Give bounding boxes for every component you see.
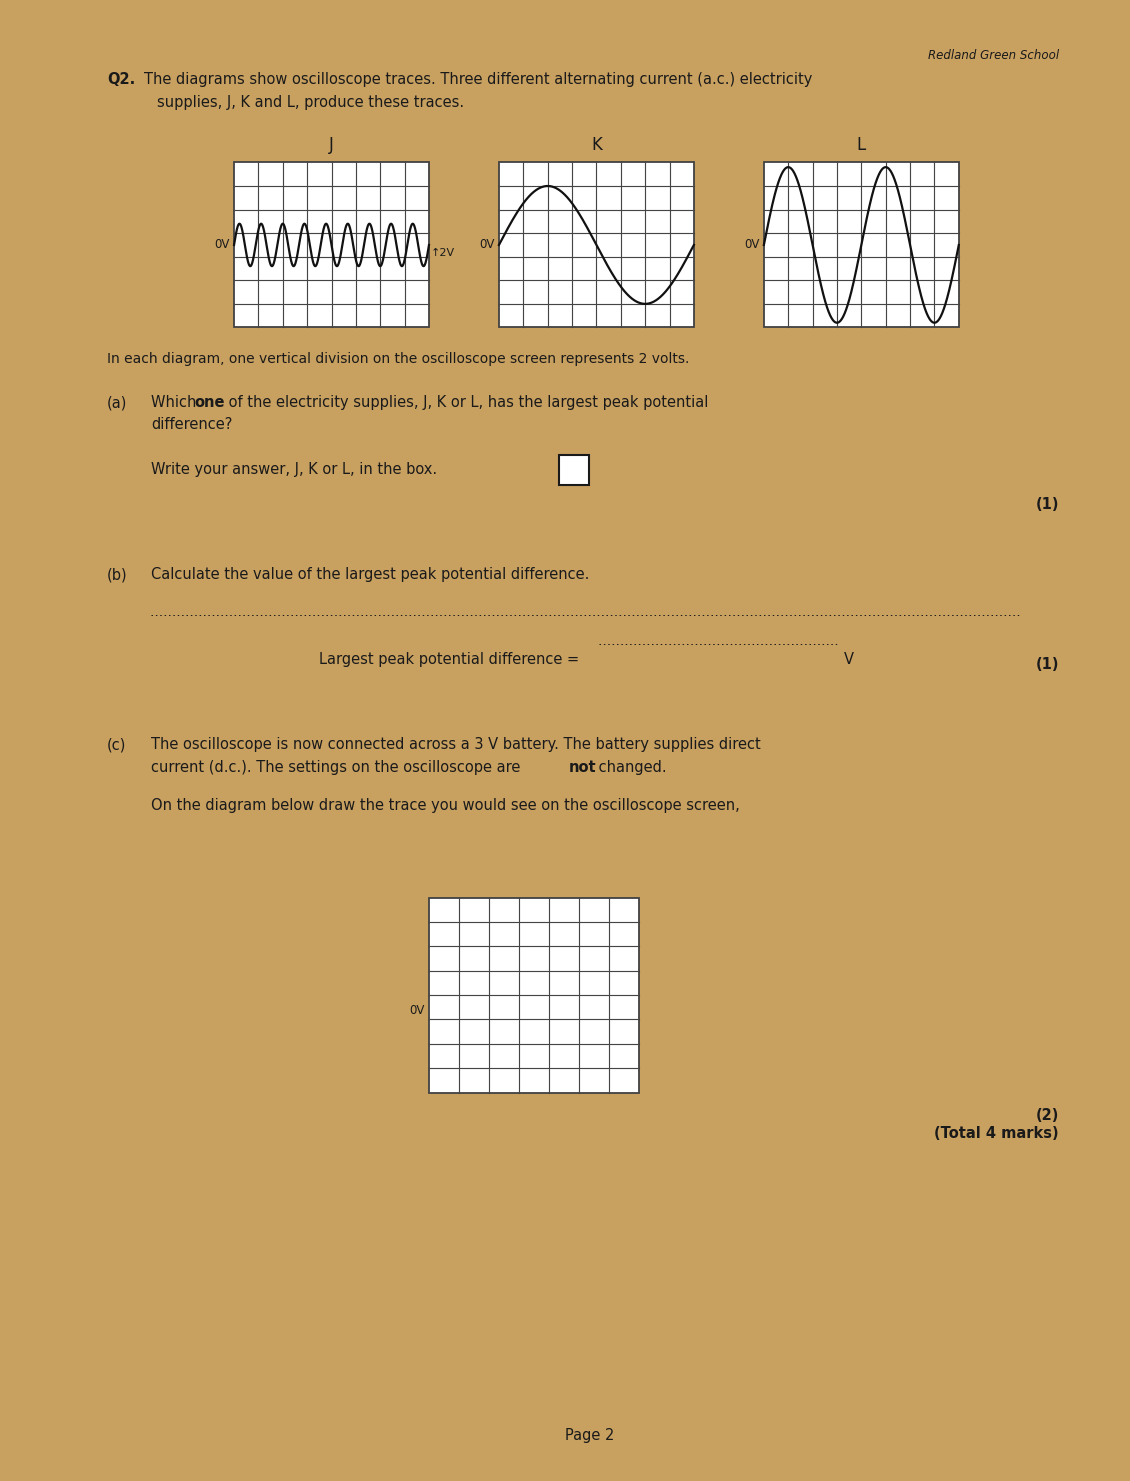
Text: In each diagram, one vertical division on the oscilloscope screen represents 2 v: In each diagram, one vertical division o… (107, 352, 689, 366)
Text: Calculate the value of the largest peak potential difference.: Calculate the value of the largest peak … (151, 567, 590, 582)
Text: On the diagram below draw the trace you would see on the oscilloscope screen,: On the diagram below draw the trace you … (151, 797, 740, 813)
Text: (Total 4 marks): (Total 4 marks) (935, 1126, 1059, 1140)
Text: Page 2: Page 2 (565, 1428, 615, 1442)
Text: Q2.: Q2. (107, 73, 136, 87)
Text: Which: Which (151, 395, 201, 410)
Text: L: L (857, 136, 866, 154)
Text: 0V: 0V (215, 238, 231, 252)
Text: supplies, J, K and L, produce these traces.: supplies, J, K and L, produce these trac… (157, 95, 464, 111)
Text: ↑2V: ↑2V (431, 247, 455, 258)
Bar (764, 163, 958, 327)
Text: 0V: 0V (479, 238, 495, 252)
Text: Redland Green School: Redland Green School (928, 49, 1059, 62)
Text: (b): (b) (107, 567, 128, 582)
Text: current (d.c.). The settings on the oscilloscope are: current (d.c.). The settings on the osci… (151, 760, 525, 775)
Text: (1): (1) (1035, 658, 1059, 672)
Text: 0V: 0V (409, 1004, 425, 1017)
Text: (c): (c) (107, 738, 127, 752)
Text: (2): (2) (1035, 1108, 1059, 1123)
Text: (a): (a) (107, 395, 128, 410)
Text: changed.: changed. (594, 760, 667, 775)
Text: of the electricity supplies, J, K or L, has the largest peak potential: of the electricity supplies, J, K or L, … (224, 395, 709, 410)
Bar (234, 163, 429, 327)
Text: J: J (329, 136, 334, 154)
Text: V: V (844, 653, 854, 668)
Text: not: not (568, 760, 597, 775)
Text: 0V: 0V (745, 238, 759, 252)
Text: K: K (591, 136, 602, 154)
Text: (1): (1) (1035, 498, 1059, 512)
Text: difference?: difference? (151, 418, 233, 432)
Text: The diagrams show oscilloscope traces. Three different alternating current (a.c.: The diagrams show oscilloscope traces. T… (145, 73, 812, 87)
Bar (559, 456, 589, 486)
Text: Largest peak potential difference =: Largest peak potential difference = (319, 653, 584, 668)
Bar (499, 163, 694, 327)
Bar (429, 897, 638, 1093)
Text: Write your answer, J, K or L, in the box.: Write your answer, J, K or L, in the box… (151, 462, 437, 477)
Text: one: one (194, 395, 225, 410)
Text: The oscilloscope is now connected across a 3 V battery. The battery supplies dir: The oscilloscope is now connected across… (151, 738, 760, 752)
